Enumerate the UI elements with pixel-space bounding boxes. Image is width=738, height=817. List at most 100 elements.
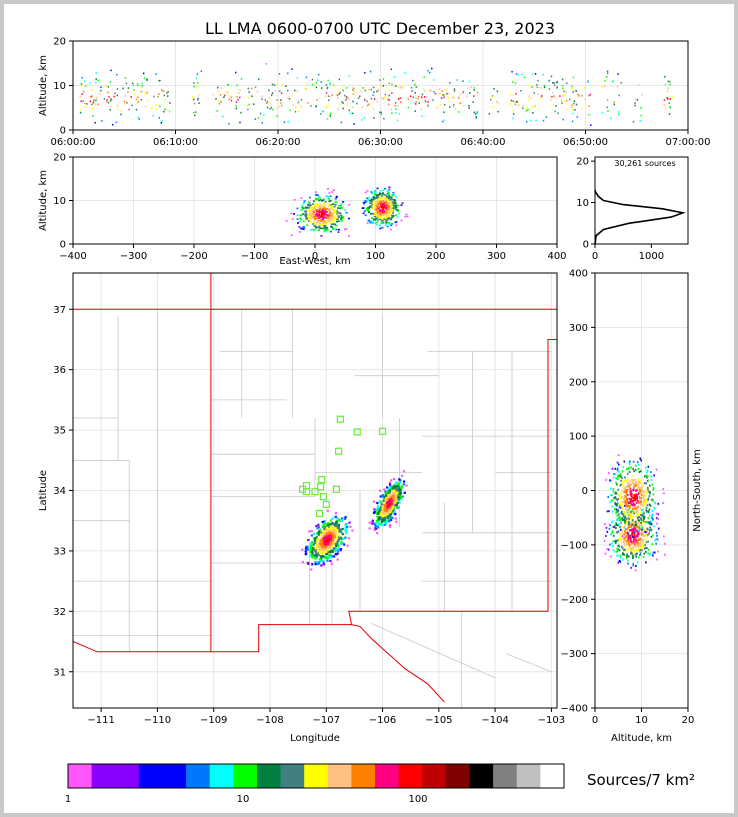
plan-view-y-tick-label: 37: [53, 305, 66, 316]
eastwest-altitude-point: [386, 212, 389, 215]
eastwest-altitude-point: [395, 221, 398, 223]
plan-view-source: [389, 515, 392, 518]
time-altitude-point: [151, 107, 153, 109]
altitude-northsouth-point: [614, 473, 616, 476]
plan-view-source: [309, 542, 312, 545]
altitude-northsouth-point: [637, 525, 640, 528]
altitude-northsouth-point: [619, 560, 622, 563]
time-altitude-point: [278, 73, 281, 75]
altitude-northsouth-point: [636, 541, 638, 544]
time-altitude-point: [606, 106, 609, 109]
time-altitude-point: [554, 97, 557, 100]
eastwest-altitude-point: [391, 201, 394, 204]
altitude-northsouth-point: [611, 530, 614, 533]
eastwest-altitude-point: [305, 207, 308, 210]
altitude-northsouth-point: [641, 526, 644, 529]
eastwest-altitude-point: [318, 208, 321, 211]
altitude-northsouth-point: [626, 488, 629, 491]
eastwest-altitude-point: [388, 194, 391, 197]
time-altitude-point: [634, 104, 636, 107]
eastwest-altitude-point: [304, 213, 307, 216]
plan-view-source: [322, 555, 325, 558]
time-altitude-point: [495, 100, 498, 103]
altitude-northsouth-point: [615, 497, 617, 500]
time-altitude-point: [155, 108, 157, 110]
plan-view-source: [389, 518, 393, 521]
plan-view-source: [376, 515, 379, 519]
altitude-northsouth-point: [621, 506, 624, 509]
eastwest-altitude-point: [391, 203, 394, 206]
time-altitude-point: [511, 70, 513, 73]
time-altitude-point: [512, 117, 514, 120]
altitude-northsouth-point: [636, 499, 638, 502]
altitude-northsouth-point: [633, 470, 635, 473]
plan-view-source: [321, 543, 324, 546]
plan-view-source: [389, 510, 392, 513]
time-altitude-point: [137, 96, 139, 99]
plan-view-source: [309, 548, 312, 551]
altitude-northsouth-point: [634, 553, 637, 556]
time-altitude-point: [246, 104, 248, 107]
time-altitude-point: [271, 83, 274, 86]
altitude-northsouth-point: [644, 466, 647, 469]
time-altitude-point: [427, 104, 429, 107]
eastwest-altitude-point: [332, 228, 335, 231]
eastwest-altitude-point: [390, 205, 393, 208]
altitude-northsouth-point: [638, 516, 641, 519]
time-altitude-point: [663, 99, 666, 102]
altitude-northsouth-point: [637, 468, 640, 471]
altitude-northsouth-point: [655, 531, 658, 534]
altitude-northsouth-point: [649, 520, 652, 523]
time-altitude-point: [136, 83, 139, 85]
eastwest-altitude-point: [368, 199, 371, 202]
altitude-northsouth-point: [614, 540, 617, 543]
altitude-northsouth-point: [623, 542, 625, 545]
plan-view-source: [323, 538, 327, 541]
altitude-northsouth-point: [631, 533, 634, 536]
time-altitude-point: [350, 112, 352, 115]
time-altitude-point: [81, 93, 83, 95]
eastwest-altitude-point: [326, 195, 329, 198]
eastwest-altitude-point: [326, 228, 329, 231]
altitude-northsouth-point: [616, 554, 618, 557]
time-altitude-point: [458, 97, 460, 99]
altitude-northsouth-point: [649, 491, 651, 494]
eastwest-altitude-point: [308, 219, 311, 221]
plan-view-source: [398, 478, 401, 481]
time-altitude-point: [353, 123, 355, 125]
eastwest-altitude-point: [314, 204, 317, 207]
plan-view-source: [388, 495, 391, 498]
time-altitude-point: [388, 82, 390, 85]
time-altitude-point: [195, 77, 198, 80]
altitude-northsouth-point: [609, 494, 612, 497]
eastwest-altitude-point: [374, 212, 377, 215]
altitude-northsouth-point: [619, 503, 622, 506]
plan-view-source: [379, 505, 383, 509]
plan-view-source: [311, 552, 314, 555]
time-altitude-point: [370, 97, 373, 100]
altitude-northsouth-point: [632, 564, 635, 567]
altitude-northsouth-point: [623, 504, 626, 507]
time-altitude-point: [95, 96, 98, 99]
plan-view-source: [381, 504, 384, 507]
time-altitude-point: [529, 119, 532, 122]
time-altitude-point: [392, 86, 395, 88]
altitude-northsouth-point: [642, 515, 644, 518]
plan-view-source: [319, 528, 322, 531]
eastwest-altitude-point: [323, 226, 326, 228]
altitude-northsouth-point: [639, 549, 642, 552]
eastwest-altitude-point: [338, 204, 341, 207]
plan-view-source: [310, 568, 313, 571]
eastwest-altitude-point: [325, 229, 328, 232]
plan-view-source: [328, 531, 331, 534]
time-altitude-point: [261, 122, 264, 124]
time-altitude-point: [131, 104, 133, 107]
time-altitude-point: [332, 84, 335, 86]
time-altitude-point: [280, 92, 283, 95]
eastwest-altitude-point: [328, 192, 331, 194]
plan-view-source: [344, 516, 347, 519]
time-altitude-point: [288, 97, 291, 100]
altitude-northsouth-point: [615, 481, 617, 484]
time-altitude-point: [191, 96, 193, 99]
eastwest-altitude-point: [386, 190, 389, 193]
